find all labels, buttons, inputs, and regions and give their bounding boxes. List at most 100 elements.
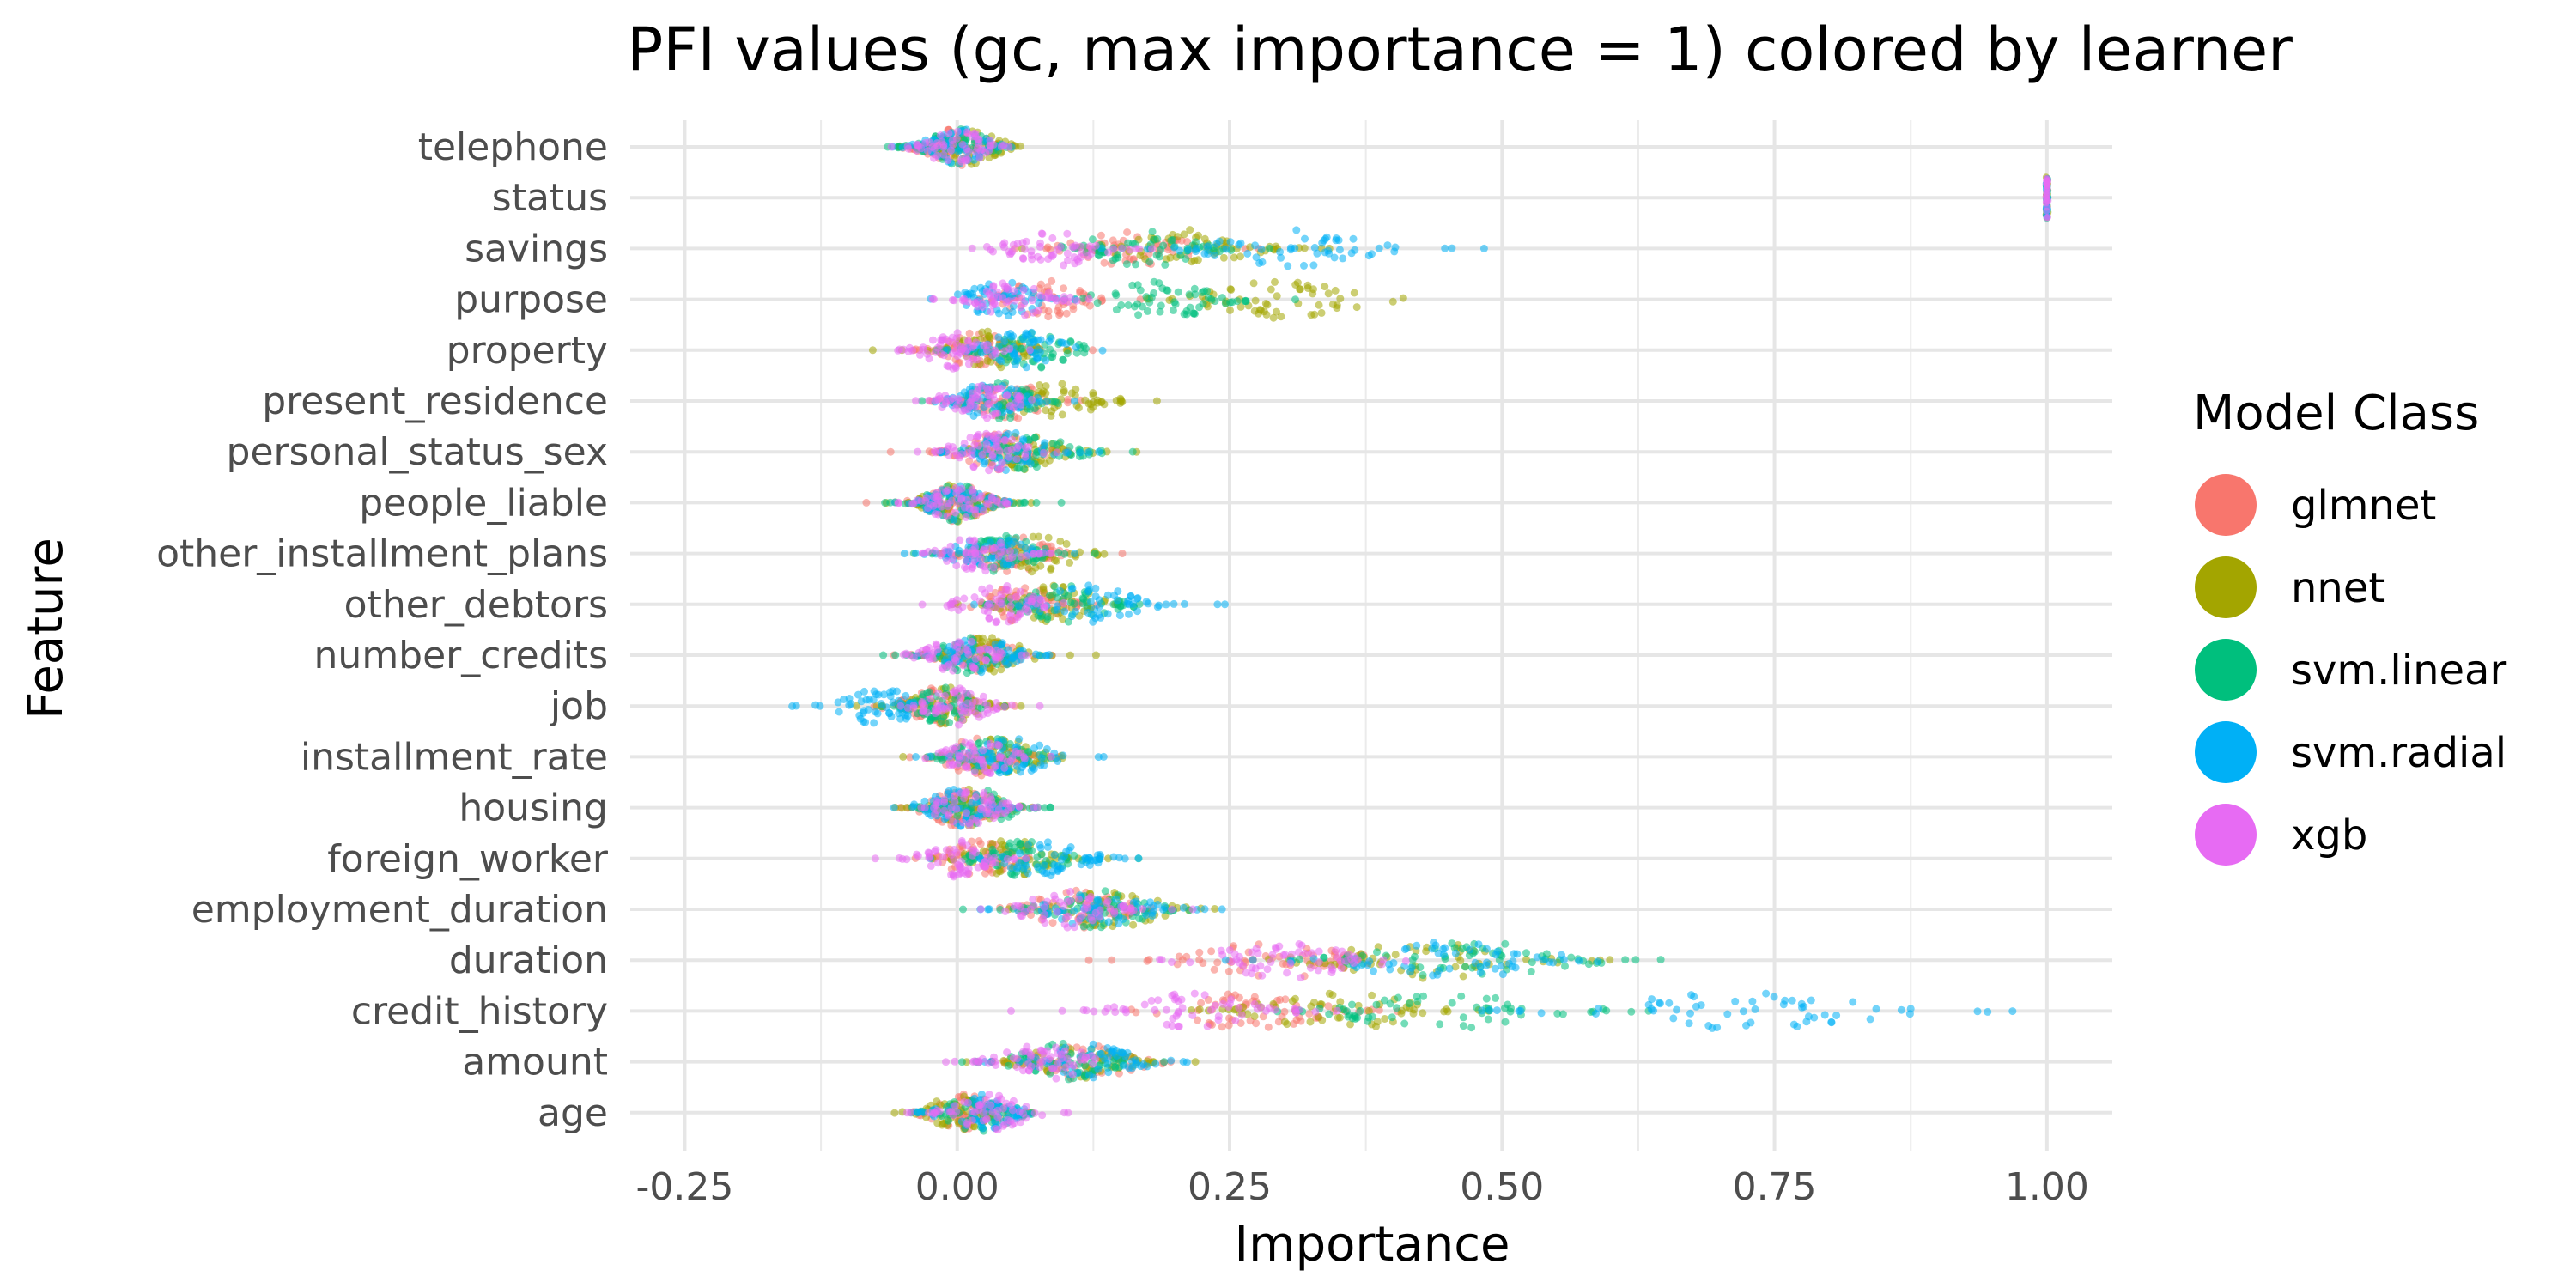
data-point <box>1042 652 1050 659</box>
data-point <box>985 638 993 647</box>
series-glmnet <box>862 125 2051 1133</box>
data-point <box>976 146 985 155</box>
data-point <box>985 756 993 765</box>
data-point <box>1050 582 1059 591</box>
data-point <box>1226 238 1235 246</box>
data-point <box>1207 947 1216 956</box>
data-point <box>1313 249 1321 258</box>
data-point <box>999 1056 1008 1065</box>
data-point <box>1558 951 1565 959</box>
data-point <box>1461 963 1469 971</box>
data-point <box>1046 803 1054 811</box>
data-point <box>1128 447 1137 456</box>
data-point <box>1243 249 1252 258</box>
data-point <box>1091 550 1099 558</box>
data-point <box>1020 465 1028 473</box>
data-point <box>1088 235 1097 244</box>
data-point <box>1035 299 1043 307</box>
data-point <box>1006 330 1015 337</box>
data-point <box>1113 596 1121 605</box>
data-point <box>1788 996 1796 1005</box>
data-point <box>1055 311 1064 319</box>
data-point <box>1091 241 1100 250</box>
data-point <box>971 298 979 307</box>
data-point <box>1036 239 1044 247</box>
data-point <box>1085 301 1094 310</box>
data-point <box>1050 851 1059 859</box>
data-point <box>1132 1008 1140 1017</box>
data-point <box>1542 950 1551 958</box>
data-point <box>1030 434 1039 442</box>
data-point <box>1000 347 1009 355</box>
data-point <box>1046 345 1054 354</box>
data-point <box>872 690 880 699</box>
data-point <box>1007 864 1015 872</box>
data-point <box>1013 464 1022 472</box>
data-point <box>1779 1000 1788 1009</box>
data-point <box>2008 1007 2017 1016</box>
data-point <box>887 143 896 151</box>
data-point <box>1170 298 1179 307</box>
data-point <box>911 549 920 557</box>
data-point <box>939 141 948 149</box>
data-point <box>1037 850 1046 859</box>
data-point <box>860 707 868 715</box>
data-point <box>1059 751 1067 760</box>
data-point <box>1631 956 1640 964</box>
data-point <box>938 756 946 764</box>
data-point <box>989 282 998 290</box>
data-point <box>982 555 991 563</box>
data-point <box>1085 861 1094 869</box>
data-point <box>1144 599 1152 608</box>
data-point <box>1336 998 1345 1006</box>
data-point <box>1133 594 1142 602</box>
data-point <box>1274 1018 1283 1026</box>
data-point <box>1028 847 1036 855</box>
data-point <box>1064 398 1072 407</box>
data-point <box>1021 544 1030 552</box>
data-point <box>1492 1006 1501 1015</box>
data-point <box>1276 995 1285 1004</box>
data-point <box>2042 197 2050 205</box>
data-point <box>870 719 878 727</box>
data-point <box>1013 240 1022 248</box>
data-point <box>1163 286 1172 295</box>
data-point <box>946 146 955 155</box>
data-point <box>1276 247 1285 256</box>
data-point <box>1690 993 1698 1001</box>
data-point <box>1215 237 1224 246</box>
data-point <box>1027 911 1035 920</box>
data-point <box>853 702 861 710</box>
data-point <box>1474 940 1483 949</box>
data-point <box>1897 1005 1905 1014</box>
data-point <box>1070 397 1078 405</box>
data-point <box>1182 1058 1191 1066</box>
data-point <box>954 549 963 557</box>
data-point <box>1497 962 1505 970</box>
data-point <box>1235 240 1243 249</box>
data-point <box>1060 607 1069 616</box>
data-point <box>978 299 987 307</box>
data-point <box>1708 1024 1716 1032</box>
data-point <box>1114 253 1122 262</box>
data-point <box>1029 308 1037 317</box>
data-point <box>1324 289 1333 298</box>
data-point <box>925 355 933 363</box>
data-point <box>1111 1063 1120 1072</box>
data-point <box>1060 284 1068 293</box>
data-point <box>968 244 976 252</box>
data-point <box>1118 550 1127 558</box>
data-point <box>1407 963 1416 972</box>
data-point <box>1125 1064 1133 1072</box>
data-point <box>1669 1014 1678 1023</box>
data-point <box>1084 448 1092 457</box>
data-point <box>1467 1024 1476 1032</box>
data-point <box>1072 349 1081 357</box>
data-point <box>997 641 1005 648</box>
data-point <box>845 701 854 709</box>
data-point <box>1066 843 1075 851</box>
data-point <box>1042 744 1051 753</box>
data-point <box>1000 337 1009 346</box>
data-point <box>1303 284 1312 292</box>
data-point <box>1199 959 1207 968</box>
